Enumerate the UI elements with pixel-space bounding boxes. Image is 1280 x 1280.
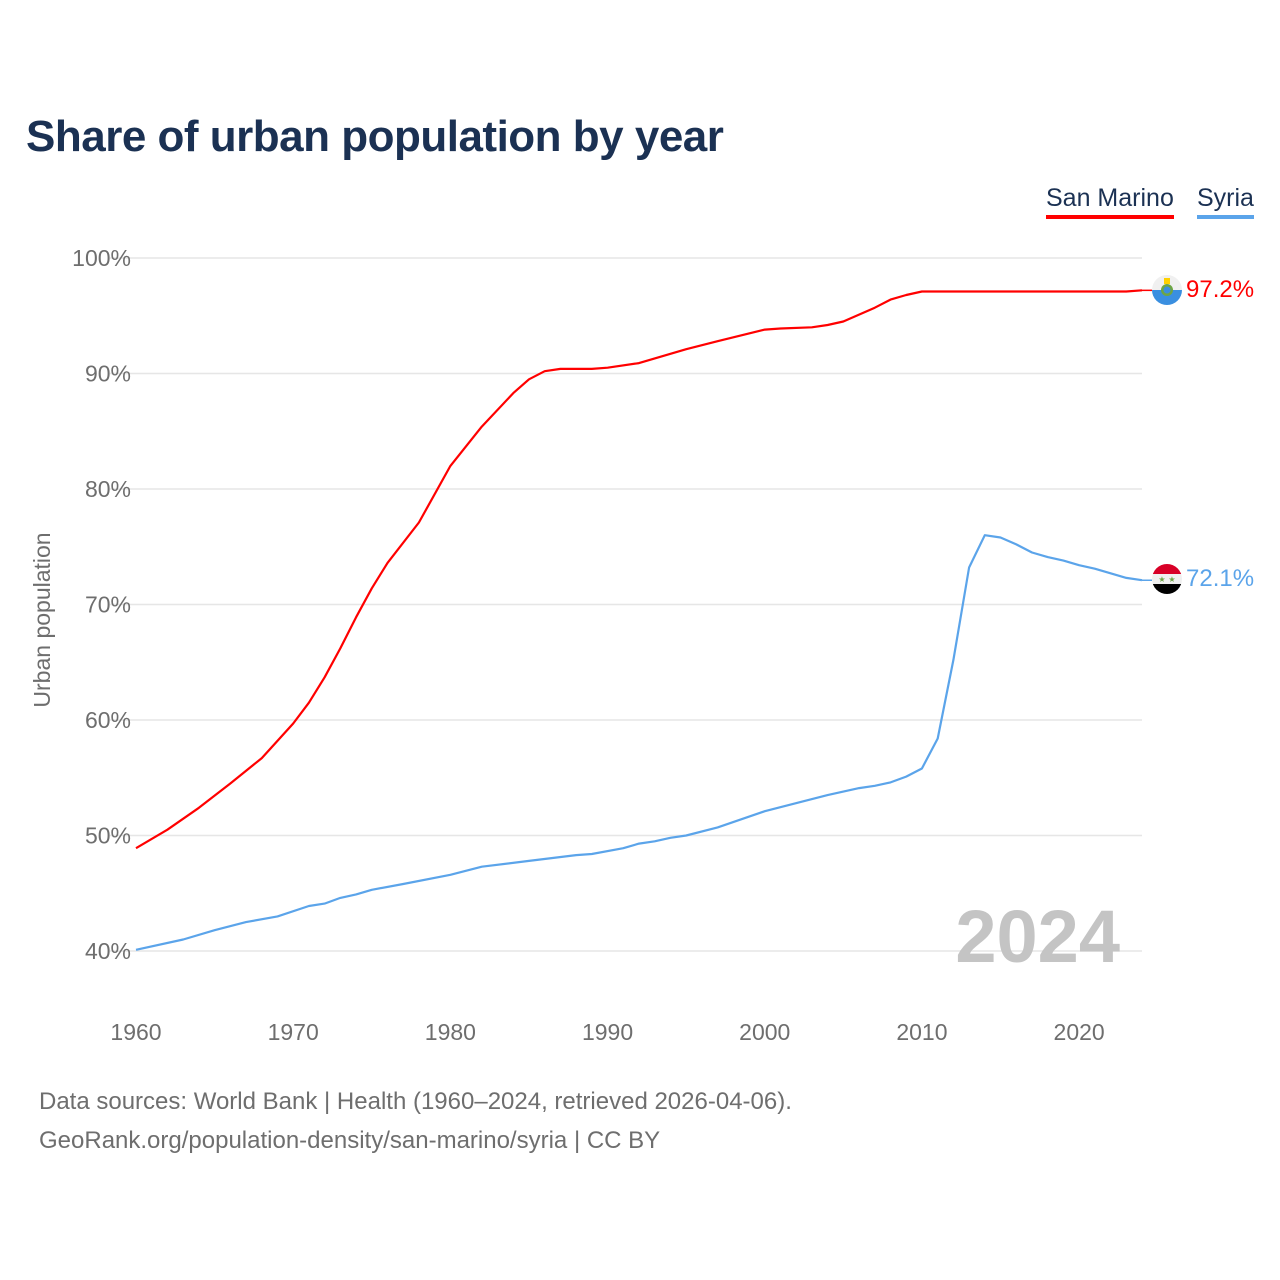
y-axis-label: Urban population [29, 532, 55, 707]
y-tick-label: 60% [85, 707, 131, 733]
data-sources: Data sources: World Bank | Health (1960–… [39, 1088, 792, 1115]
y-tick-label: 90% [85, 361, 131, 387]
end-label-syria: 72.1% [1186, 565, 1254, 592]
x-tick-label: 1970 [268, 1019, 319, 1045]
legend-san-marino[interactable]: San Marino [1046, 184, 1174, 219]
x-tick-label: 2000 [739, 1019, 790, 1045]
svg-text:★: ★ [1158, 575, 1165, 584]
x-tick-label: 2020 [1054, 1019, 1105, 1045]
san-marino-flag-icon [1152, 275, 1182, 305]
series-line-san-marino [135, 289, 1143, 850]
chart-title: Share of urban population by year [26, 112, 724, 161]
x-tick-label: 1990 [582, 1019, 633, 1045]
x-tick-label: 2010 [896, 1019, 947, 1045]
svg-text:★: ★ [1168, 575, 1175, 584]
legend-syria[interactable]: Syria [1197, 184, 1254, 219]
x-tick-label: 1960 [110, 1019, 161, 1045]
y-tick-label: 70% [85, 592, 131, 618]
y-tick-label: 80% [85, 476, 131, 502]
year-watermark: 2024 [955, 895, 1120, 978]
syria-flag-icon: ★ ★ [1152, 564, 1182, 594]
end-label-san-marino: 97.2% [1186, 276, 1254, 303]
series-line-syria [135, 534, 1143, 951]
x-tick-label: 1980 [425, 1019, 476, 1045]
y-tick-label: 40% [85, 938, 131, 964]
y-tick-label: 100% [72, 245, 131, 271]
y-tick-label: 50% [85, 823, 131, 849]
attribution-link[interactable]: GeoRank.org/population-density/san-marin… [39, 1127, 661, 1154]
